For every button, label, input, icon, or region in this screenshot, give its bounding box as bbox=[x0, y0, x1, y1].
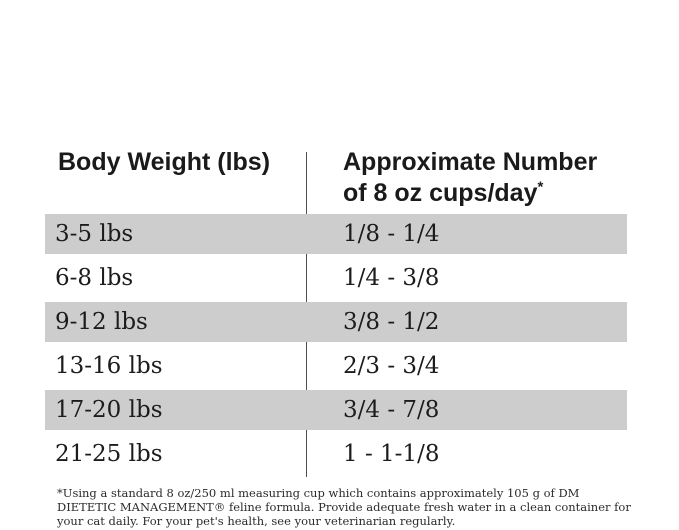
table-row: 13-16 lbs 2/3 - 3/4 bbox=[45, 346, 627, 386]
column-header-cups-line1: Approximate Number bbox=[343, 148, 598, 176]
body-weight-cell: 21-25 lbs bbox=[55, 441, 163, 467]
page-title: FEEDING INSTRUCTIONS bbox=[58, 47, 572, 94]
table-row: 3-5 lbs 1/8 - 1/4 bbox=[45, 214, 627, 254]
table-row: 9-12 lbs 3/8 - 1/2 bbox=[45, 302, 627, 342]
cups-per-day-cell: 1/4 - 3/8 bbox=[343, 265, 440, 291]
cups-per-day-cell: 3/4 - 7/8 bbox=[343, 397, 440, 423]
table-row: 17-20 lbs 3/4 - 7/8 bbox=[45, 390, 627, 430]
column-header-cups-line2: of 8 oz cups/day bbox=[343, 179, 538, 207]
feeding-instructions-banner: FEEDING INSTRUCTIONS bbox=[0, 0, 679, 115]
feeding-table: 3-5 lbs 1/8 - 1/4 6-8 lbs 1/4 - 3/8 9-12… bbox=[45, 214, 627, 478]
column-header-cups-per-day: Approximate Number of 8 oz cups/day* bbox=[343, 147, 597, 209]
table-row: 6-8 lbs 1/4 - 3/8 bbox=[45, 258, 627, 298]
column-header-body-weight: Body Weight (lbs) bbox=[58, 148, 271, 176]
cups-per-day-cell: 1 - 1-1/8 bbox=[343, 441, 440, 467]
cups-per-day-cell: 1/8 - 1/4 bbox=[343, 221, 440, 247]
body-weight-cell: 17-20 lbs bbox=[55, 397, 163, 423]
body-weight-cell: 6-8 lbs bbox=[55, 265, 134, 291]
body-weight-cell: 13-16 lbs bbox=[55, 353, 163, 379]
footnote-text: *Using a standard 8 oz/250 ml measuring … bbox=[57, 486, 631, 528]
body-weight-cell: 3-5 lbs bbox=[55, 221, 134, 247]
footnote-asterisk: * bbox=[537, 178, 544, 196]
cups-per-day-cell: 3/8 - 1/2 bbox=[343, 309, 440, 335]
body-weight-cell: 9-12 lbs bbox=[55, 309, 148, 335]
cups-per-day-cell: 2/3 - 3/4 bbox=[343, 353, 440, 379]
table-row: 21-25 lbs 1 - 1-1/8 bbox=[45, 434, 627, 474]
